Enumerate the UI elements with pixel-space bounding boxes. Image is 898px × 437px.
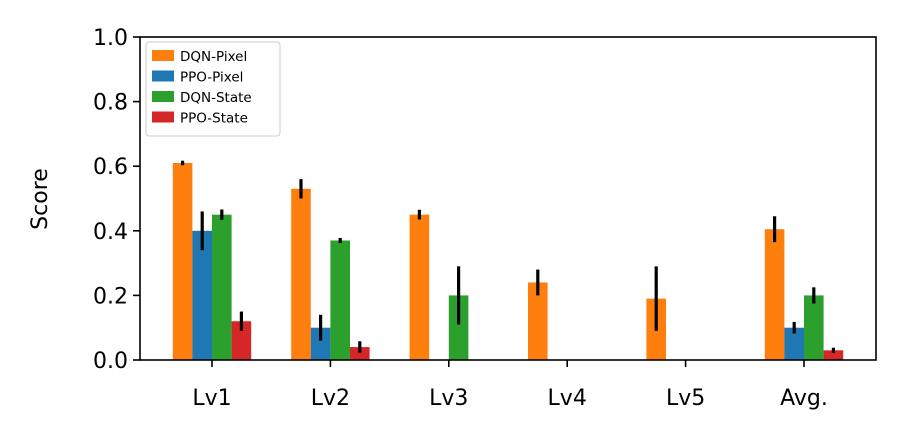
legend-box	[145, 41, 281, 137]
bar-ppo-pixel-lv2	[310, 327, 331, 360]
x-tick-label: Lv4	[548, 386, 587, 411]
error-bars-layer	[181, 160, 836, 353]
y-tick-label: 0.0	[93, 349, 128, 374]
bar-dqn-pixel-lv4	[528, 282, 548, 360]
legend-label: PPO-State	[180, 111, 248, 127]
bar-dqn-state-lv1	[212, 214, 232, 360]
legend-swatch	[152, 111, 174, 123]
bar-dqn-pixel-avg	[764, 229, 785, 360]
x-tick-label: Avg.	[780, 386, 828, 411]
bar-ppo-state-lv2	[350, 347, 370, 360]
plot-frame	[139, 36, 877, 361]
bar-ppo-state-avg	[823, 350, 844, 360]
legend-label: DQN-State	[180, 90, 252, 106]
x-tick-label: Lv5	[666, 386, 705, 411]
bar-ppo-pixel-lv1	[192, 230, 212, 360]
y-tick-label: 1.0	[93, 26, 128, 51]
bars-layer	[172, 162, 844, 360]
legend-swatch	[152, 91, 174, 102]
bar-ppo-pixel-avg	[784, 327, 804, 360]
y-tick-label: 0.6	[93, 155, 128, 180]
x-tick-label: Lv1	[192, 386, 231, 411]
y-tick-label: 0.8	[93, 91, 128, 116]
bar-dqn-state-avg	[804, 295, 824, 360]
x-axis: Lv1 Lv2 Lv3 Lv4 Lv5 Avg.	[192, 360, 828, 411]
legend-swatch	[152, 50, 174, 61]
legend-label: DQN-Pixel	[180, 49, 247, 65]
bar-dqn-pixel-lv1	[172, 162, 193, 360]
bar-ppo-state-lv1	[231, 321, 252, 360]
y-axis-label: Score	[28, 168, 53, 230]
bar-dqn-state-lv2	[330, 240, 350, 360]
x-tick-label: Lv2	[311, 386, 350, 411]
y-axis: 0.0 0.2 0.4 0.6 0.8 1.0	[93, 26, 140, 374]
y-tick-label: 0.4	[93, 220, 128, 245]
bar-dqn-pixel-lv2	[291, 188, 311, 360]
bar-dqn-pixel-lv3	[409, 214, 430, 360]
legend-swatch	[152, 70, 174, 82]
legend: DQN-Pixel PPO-Pixel DQN-State PPO-State	[145, 41, 281, 137]
bar-dqn-state-lv3	[448, 295, 469, 360]
x-tick-label: Lv3	[429, 386, 468, 411]
legend-label: PPO-Pixel	[180, 70, 243, 86]
y-tick-label: 0.2	[93, 284, 128, 309]
